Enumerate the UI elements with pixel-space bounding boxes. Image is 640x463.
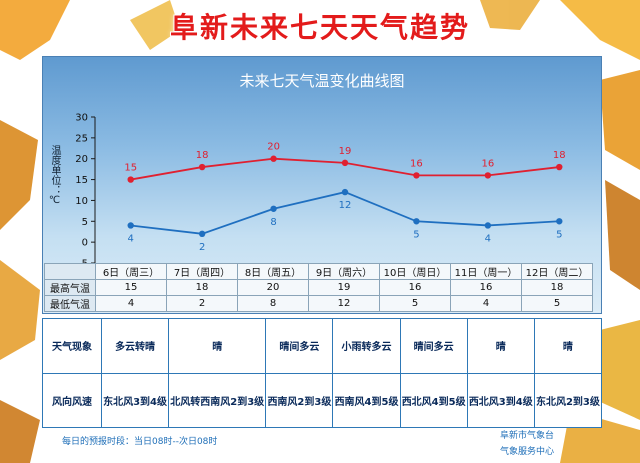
high-temp-data-label: 19 (339, 146, 352, 157)
y-tick-label: 30 (75, 113, 88, 124)
date-row: 6日（周三） 7日（周四） 8日（周五） 9日（周六） 10日（周日） 11日（… (44, 263, 593, 280)
weather-row: 天气现象 多云转晴 晴 晴间多云 小雨转多云 晴间多云 晴 晴 (42, 318, 603, 374)
y-tick-label: 5 (82, 217, 88, 228)
weather-cell: 晴间多云 (399, 318, 468, 374)
low-temp-line (130, 191, 560, 235)
wind-cell: 西北风3到4级 (466, 372, 535, 428)
low-temp-point (341, 188, 349, 196)
high-temp-data-label: 16 (481, 158, 494, 169)
high-temp-data-label: 15 (124, 163, 137, 174)
date-row-header (44, 263, 96, 280)
wind-cell: 东北风3到4级 (100, 372, 170, 428)
high-temp-point (413, 172, 420, 179)
high-temp-data-label: 18 (196, 150, 209, 161)
low-temp-data-label: 5 (556, 229, 562, 240)
forecast-period-note: 每日的预报时段：当日08时--次日08时 (62, 437, 218, 447)
high-temp-point (484, 172, 492, 179)
page-banner: 阜新未来七天天气趋势 (169, 11, 470, 44)
wind-cell: 北风转西南风2到3级 (168, 372, 267, 428)
weather-cell: 晴 (533, 318, 603, 374)
weather-row-header: 天气现象 (42, 318, 102, 374)
weather-cell: 晴 (466, 318, 535, 374)
low-temp-data-label: 8 (270, 217, 276, 228)
high-temp-point (127, 176, 134, 183)
issuer-block: 阜新市气象台 气象服务中心 (500, 428, 554, 460)
low-temp-cell: 2 (166, 295, 238, 312)
high-temp-data-label: 18 (553, 150, 566, 161)
high-temp-cell: 16 (450, 279, 522, 296)
low-temp-cell: 8 (237, 295, 309, 312)
wind-cell: 西南风4到5级 (332, 372, 401, 428)
y-tick-label: 0 (82, 238, 88, 249)
weather-cell: 晴 (168, 318, 267, 374)
low-temp-point (198, 230, 206, 237)
forecast-detail-table: 天气现象 多云转晴 晴 晴间多云 小雨转多云 晴间多云 晴 晴 风向风速 东北风… (42, 318, 603, 428)
date-cell: 11日（周一） (450, 263, 522, 280)
low-temp-cell: 5 (521, 295, 593, 312)
low-temp-point (556, 218, 563, 225)
low-temp-point (413, 218, 420, 225)
low-temp-data-label: 4 (128, 233, 134, 244)
low-temp-data-label: 5 (413, 229, 419, 240)
high-temp-cell: 20 (237, 279, 309, 296)
date-cell: 6日（周三） (95, 263, 167, 280)
high-temp-point (270, 155, 277, 162)
y-tick-label: 10 (75, 196, 88, 207)
low-temp-cell: 4 (95, 295, 167, 312)
high-temp-cell: 19 (308, 279, 380, 296)
low-temp-data-label: 4 (485, 233, 491, 244)
temperature-table: 6日（周三） 7日（周四） 8日（周五） 9日（周六） 10日（周日） 11日（… (44, 263, 593, 312)
y-tick-label: 25 (75, 133, 88, 144)
low-temp-point (484, 222, 492, 229)
high-temp-cell: 16 (379, 279, 451, 296)
high-temp-point (556, 163, 563, 171)
issuer-dept: 气象服务中心 (500, 447, 555, 457)
high-temp-header: 最高气温 (44, 279, 96, 296)
y-tick-label: 20 (75, 154, 88, 165)
low-temp-cell: 5 (379, 295, 451, 312)
low-temp-data-label: 2 (199, 242, 205, 253)
high-temp-point (198, 163, 206, 171)
wind-cell: 西南风2到3级 (265, 372, 334, 428)
wind-row-header: 风向风速 (42, 372, 102, 428)
wind-cell: 西北风4到5级 (399, 372, 468, 428)
high-temp-cell: 15 (95, 279, 167, 296)
date-cell: 7日（周四） (166, 263, 238, 280)
weather-cell: 晴间多云 (265, 318, 334, 374)
low-temp-cell: 4 (450, 295, 522, 312)
low-temp-point (127, 222, 134, 229)
low-temp-cell: 12 (308, 295, 380, 312)
date-cell: 8日（周五） (237, 263, 309, 280)
y-axis-label: 温度单位：℃ (49, 145, 60, 206)
wind-row: 风向风速 东北风3到4级 北风转西南风2到3级 西南风2到3级 西南风4到5级 … (42, 372, 603, 428)
high-temp-point (341, 159, 349, 167)
y-tick-label: 15 (75, 175, 88, 186)
wind-cell: 东北风2到3级 (533, 372, 603, 428)
date-cell: 10日（周日） (379, 263, 451, 280)
date-cell: 9日（周六） (308, 263, 380, 280)
high-temp-data-label: 20 (267, 142, 280, 153)
chart-title: 未来七天气温变化曲线图 (239, 72, 405, 90)
high-temp-row: 最高气温 15 18 20 19 16 16 18 (44, 279, 593, 296)
low-temp-point (270, 205, 277, 212)
date-cell: 12日（周二） (521, 263, 593, 280)
low-temp-data-label: 12 (339, 200, 352, 211)
weather-cell: 多云转晴 (100, 318, 170, 374)
high-temp-cell: 18 (521, 279, 593, 296)
issuer-name: 阜新市气象台 (500, 431, 555, 441)
low-temp-header: 最低气温 (44, 295, 96, 312)
weather-cell: 小雨转多云 (332, 318, 401, 374)
high-temp-cell: 18 (166, 279, 238, 296)
high-temp-data-label: 16 (410, 158, 423, 169)
low-temp-row: 最低气温 4 2 8 12 5 4 5 (44, 295, 593, 312)
